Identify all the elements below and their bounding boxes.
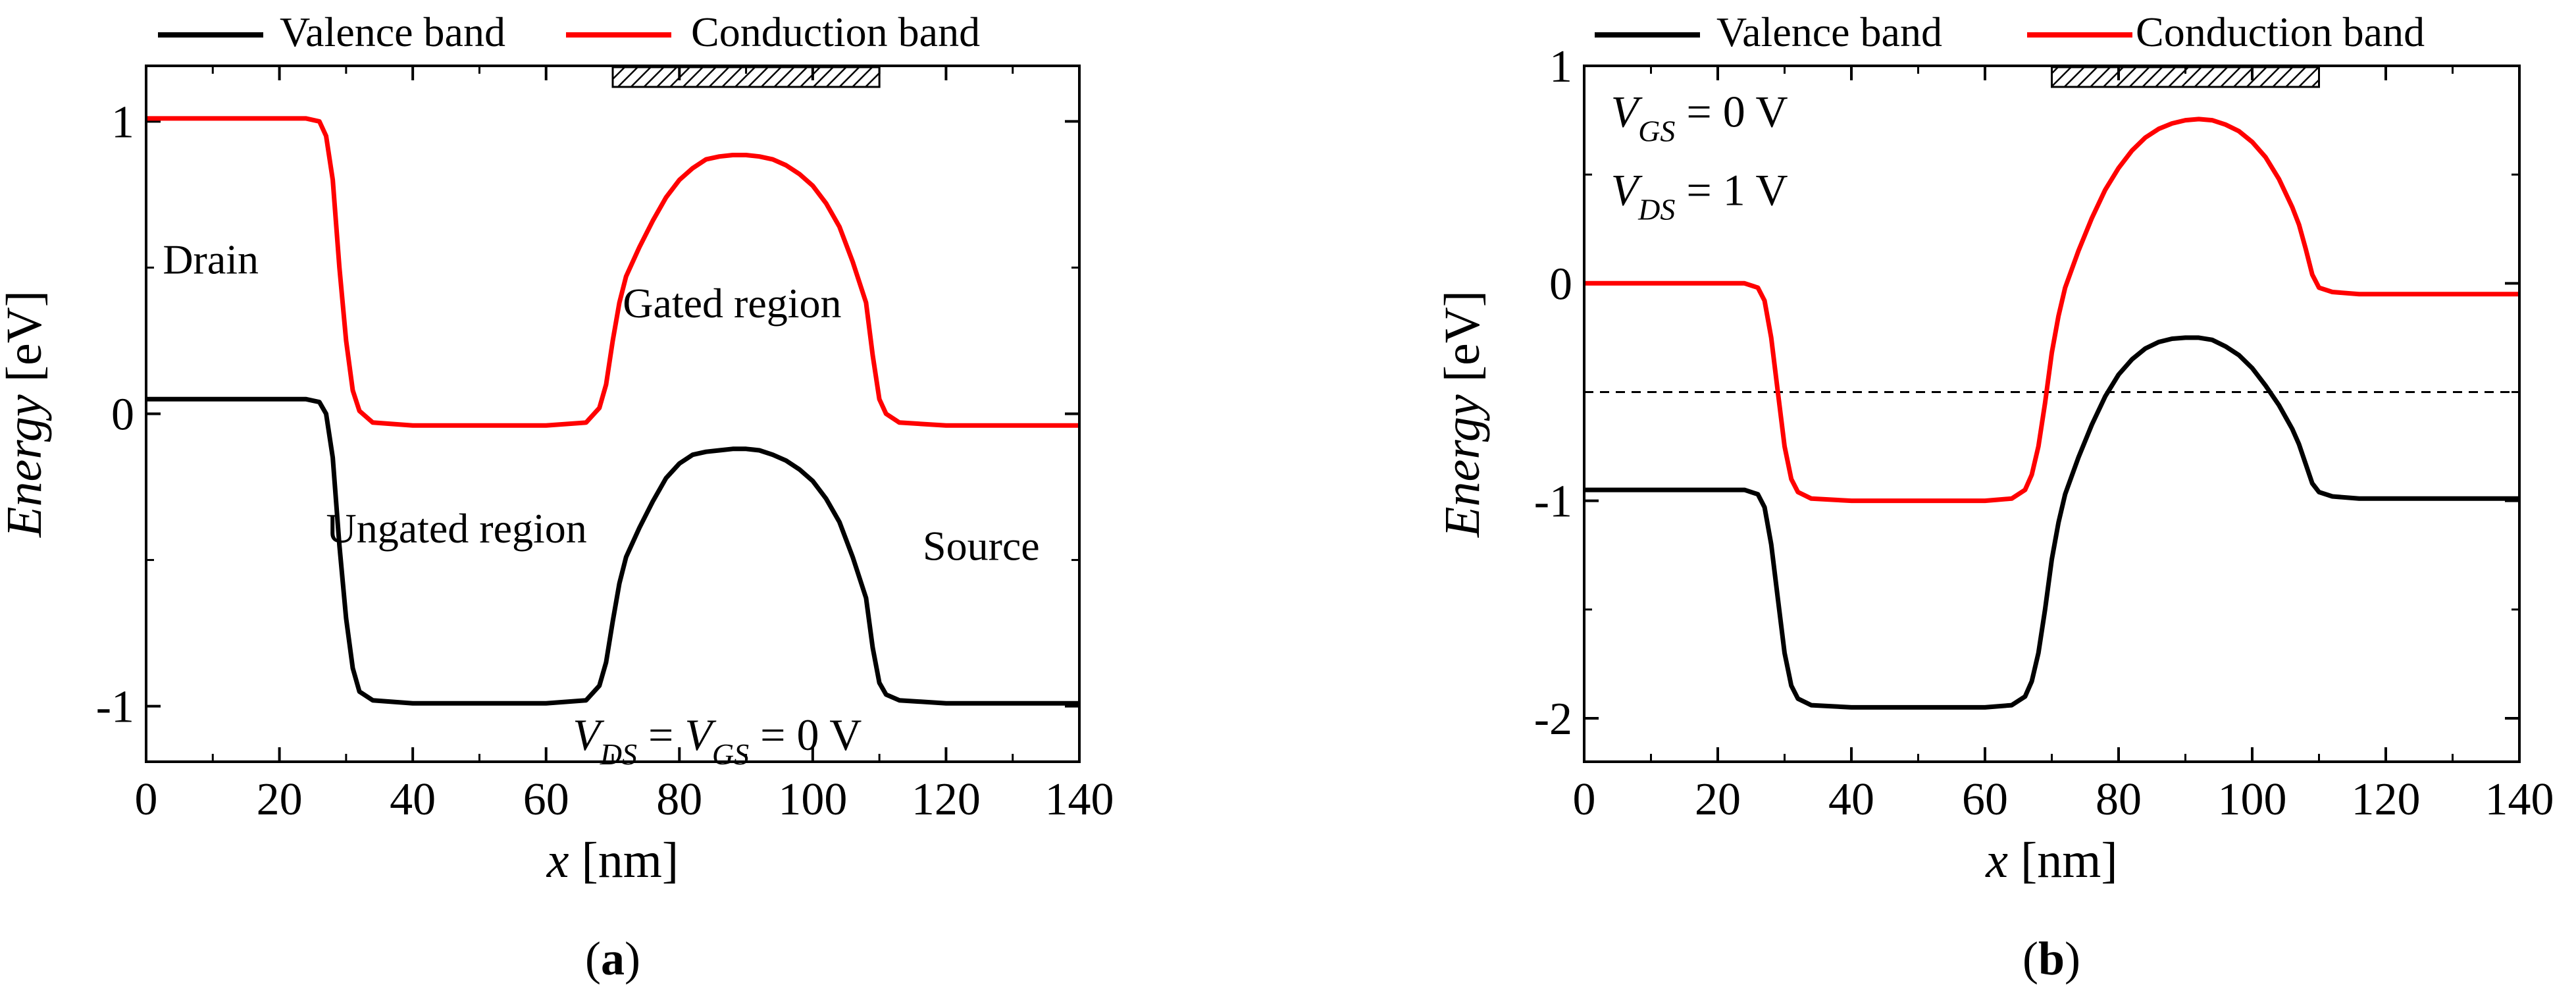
legend-valence-label: Valence band <box>1716 9 1942 55</box>
conduction-band-line <box>1584 117 2519 504</box>
y-tick-label: 1 <box>111 97 134 147</box>
x-tick-label: 100 <box>778 774 847 825</box>
x-tick-label: 0 <box>135 774 158 825</box>
valence-band-line <box>1584 335 2519 710</box>
y-tick-label: -2 <box>1534 694 1572 745</box>
x-tick-label: 40 <box>390 774 436 825</box>
x-axis-label: x [nm] <box>1985 833 2117 888</box>
plot-frame <box>145 65 1081 763</box>
x-tick-label: 100 <box>2218 774 2287 825</box>
x-tick-label: 40 <box>1828 774 1874 825</box>
y-tick-label: -1 <box>96 682 134 733</box>
panel-label-a: (a) <box>585 932 640 985</box>
chart-panel-a: Valence band Conduction band Drain Gated … <box>0 9 1114 985</box>
region-annotation: Source <box>923 523 1040 569</box>
y-tick-label: 1 <box>1549 41 1572 92</box>
x-tick-label: 20 <box>1695 774 1741 825</box>
annotations: Drain Gated region Ungated region Source VDS… <box>163 236 1039 771</box>
panel-label-b: (b) <box>2022 932 2080 985</box>
region-annotation: Drain <box>163 236 259 282</box>
bias-condition: VDS = 1 V <box>1611 165 1788 226</box>
legend-conduction-label: Conduction band <box>691 9 980 55</box>
x-tick-label: 140 <box>1045 774 1114 825</box>
chart-panel-b: Valence band Conduction band VGS = 0 V VD… <box>1435 9 2554 985</box>
legend-b: Valence band Conduction band <box>1595 9 2425 55</box>
x-axis-label: x [nm] <box>546 833 679 888</box>
plot-series <box>1584 117 2519 710</box>
legend-conduction-label: Conduction band <box>2136 9 2425 55</box>
bias-equation: VDS = VGS = 0 V <box>573 710 862 771</box>
plot-frame <box>1583 65 2521 763</box>
axis-ticks <box>145 66 1081 762</box>
x-tick-label: 0 <box>1573 774 1596 825</box>
y-tick-label: 0 <box>111 390 134 440</box>
plot-series <box>146 116 1079 706</box>
region-annotation: Gated region <box>623 280 841 327</box>
x-tick-label: 120 <box>2352 774 2421 825</box>
legend-a: Valence band Conduction band <box>158 9 980 55</box>
x-tick-label: 80 <box>656 774 702 825</box>
x-tick-label: 120 <box>912 774 981 825</box>
region-annotation: Ungated region <box>326 505 586 552</box>
x-tick-label: 60 <box>1962 774 2008 825</box>
x-tick-label: 20 <box>257 774 303 825</box>
valence-band-line <box>146 396 1079 706</box>
annotations: VGS = 0 V VDS = 1 V <box>1611 86 1788 226</box>
bias-condition: VGS = 0 V <box>1611 86 1788 147</box>
y-axis-label: Energy [eV] <box>0 290 52 538</box>
tick-labels: 0 20 40 60 80 100 120 140 1 0 -1 -2 <box>1534 41 2554 825</box>
y-tick-label: 0 <box>1549 259 1572 309</box>
x-tick-label: 140 <box>2485 774 2554 825</box>
y-axis-label: Energy [eV] <box>1435 290 1490 538</box>
x-tick-label: 80 <box>2096 774 2142 825</box>
conduction-band-line <box>146 116 1079 428</box>
legend-valence-label: Valence band <box>280 9 505 55</box>
x-tick-label: 60 <box>523 774 569 825</box>
y-tick-label: -1 <box>1534 477 1572 527</box>
